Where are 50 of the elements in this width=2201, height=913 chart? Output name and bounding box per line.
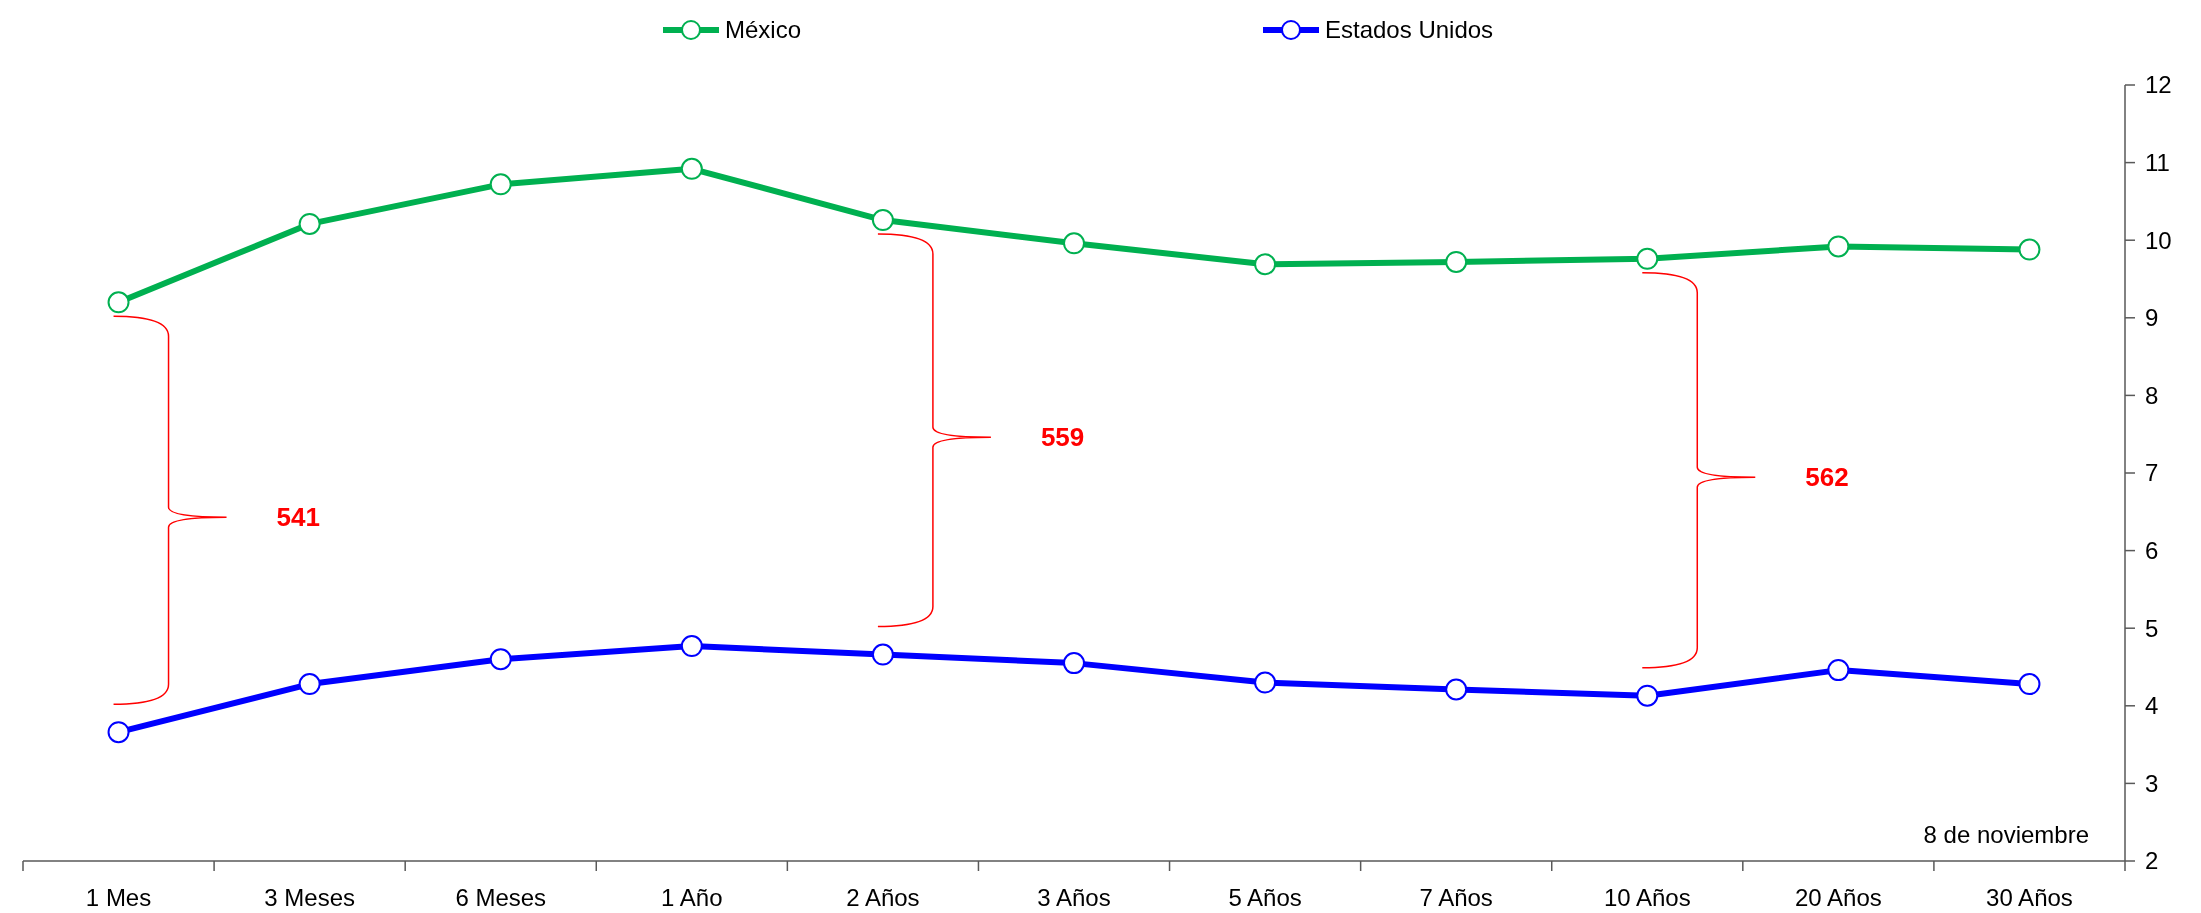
legend-label: Estados Unidos: [1325, 16, 1494, 44]
x-tick-label: 6 Meses: [455, 884, 547, 911]
x-tick-label: 1 Año: [661, 884, 723, 911]
annotation: 8 de noviembre: [1923, 821, 2089, 848]
point: [298, 673, 321, 696]
y-tick-label: 6: [2145, 537, 2159, 564]
point: [107, 291, 130, 314]
y-tick-label: 10: [2145, 226, 2172, 254]
x-tick-label: 3 Meses: [264, 884, 355, 911]
y-tick-label: 7: [2145, 459, 2159, 487]
point: [2018, 238, 2041, 261]
point: [1827, 659, 1850, 682]
annotation: 559: [1040, 422, 1085, 453]
x-tick-label: 2 Años: [846, 884, 920, 911]
point: [1063, 232, 1085, 255]
y-tick-label: 11: [2145, 149, 2170, 176]
point: [489, 648, 512, 671]
x-tick-label: 7 Años: [1419, 884, 1493, 911]
point: [1827, 235, 1850, 258]
y-tick-label: 2: [2145, 847, 2159, 875]
point: [107, 721, 130, 744]
point: [1254, 253, 1277, 276]
point: [1445, 250, 1468, 273]
x-tick-label: 3 Años: [1037, 884, 1111, 911]
x-tick-label: 20 Años: [1794, 884, 1882, 911]
x-tick-label: 1 Mes: [85, 884, 152, 911]
point: [871, 209, 894, 232]
x-tick-label: 30 Años: [1986, 884, 2073, 911]
point: [2018, 673, 2041, 696]
point: [1254, 671, 1277, 694]
y-tick-label: 4: [2145, 692, 2159, 720]
x-tick-label: 5 Años: [1228, 884, 1302, 911]
y-tick-label: 8: [2145, 381, 2159, 409]
y-tick-label: 3: [2145, 769, 2159, 797]
point: [871, 643, 894, 666]
annotation: 562: [1805, 462, 1849, 493]
y-tick-label: 5: [2145, 614, 2159, 642]
y-tick-label: 12: [2145, 71, 2172, 99]
point: [1636, 247, 1659, 270]
point: [489, 173, 512, 196]
point: [1063, 652, 1085, 675]
point: [298, 212, 321, 235]
x-tick-label: 10 Años: [1603, 884, 1691, 911]
legend-label: México: [725, 16, 802, 44]
point: [680, 635, 703, 658]
point: [680, 157, 703, 180]
point: [1636, 684, 1659, 707]
point: [1445, 678, 1468, 701]
y-tick-label: 9: [2145, 304, 2159, 332]
annotation: 541: [276, 502, 320, 533]
